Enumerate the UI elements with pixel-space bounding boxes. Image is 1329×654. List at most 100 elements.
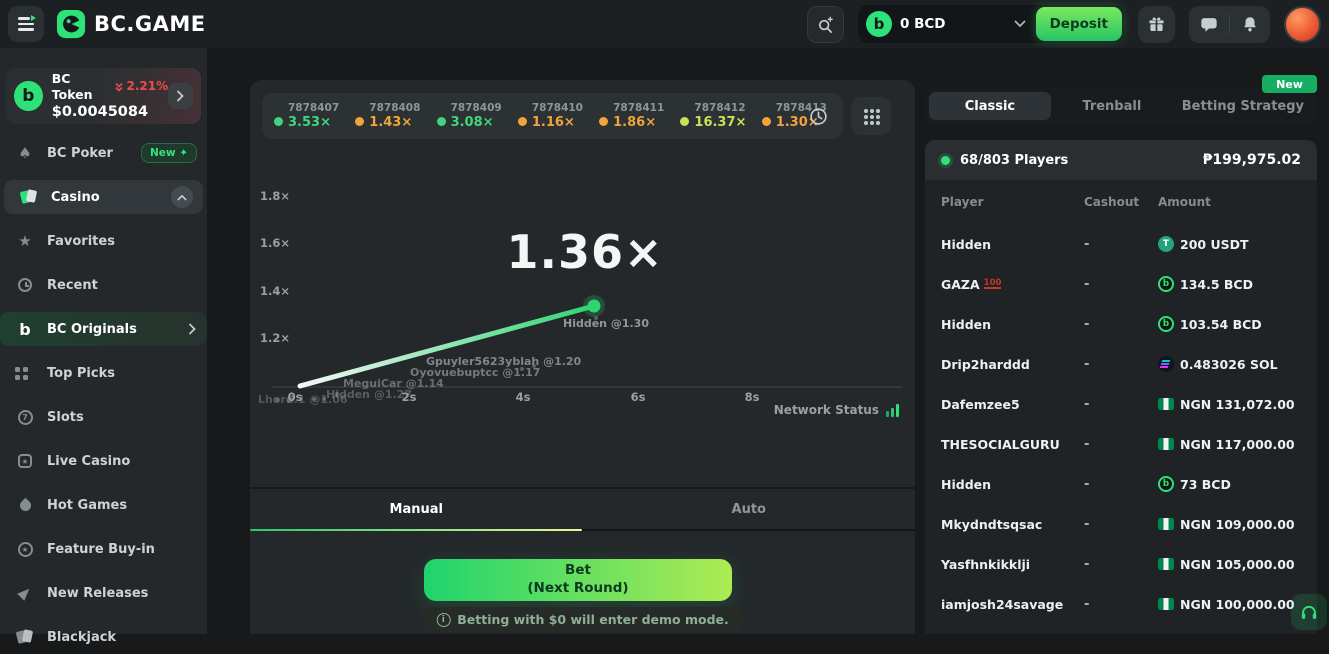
crash-color-dot <box>761 117 771 127</box>
sidebar-item-slots[interactable]: 7 Slots <box>0 400 207 434</box>
search-button[interactable] <box>807 5 844 43</box>
currency-icon <box>1158 356 1174 372</box>
sidebar-item-new-releases[interactable]: New Releases <box>0 576 207 610</box>
bet-amount: NGN 117,000.00 <box>1158 437 1301 452</box>
history-button[interactable] <box>800 97 836 135</box>
sidebar-item-hot-games[interactable]: Hot Games <box>0 488 207 522</box>
cashout-value: - <box>1084 556 1090 572</box>
round-id: 7878409 <box>450 101 502 114</box>
col-player: Player <box>941 195 984 209</box>
y-axis-tick: 1.4× <box>259 284 290 298</box>
player-name: Yasfhnkikklji <box>941 556 1031 572</box>
round-history-chip[interactable]: 7878412 16.37× <box>680 102 755 130</box>
tab-manual[interactable]: Manual <box>389 501 443 517</box>
round-id: 7878410 <box>531 101 583 114</box>
bet-mode-tabs: Manual Auto <box>250 489 915 529</box>
crash-color-dot <box>355 117 365 127</box>
round-history-chip[interactable]: 7878411 1.86× <box>599 102 674 130</box>
player-name: Dafemzee5 <box>941 396 1020 412</box>
cashout-marker-dot <box>275 398 279 402</box>
crash-multiplier: 1.16× <box>531 114 575 130</box>
player-row: Yasfhnkikklji - NGN 105,000.00 <box>925 544 1317 584</box>
cashout-label: Hidden @1.27 <box>326 388 412 401</box>
round-history-chip[interactable]: 7878408 1.43× <box>355 102 430 130</box>
notifications-button[interactable] <box>1230 15 1270 33</box>
chevron-right-icon <box>189 323 196 335</box>
y-axis-tick: 1.6× <box>259 236 290 250</box>
currency-icon <box>1158 518 1174 530</box>
live-casino-icon: ★ <box>14 454 36 468</box>
collapse-button[interactable] <box>171 186 193 208</box>
bc-poker-icon: ♠ <box>18 144 32 162</box>
bet-amount: NGN 105,000.00 <box>1158 557 1301 572</box>
currency-icon <box>1158 276 1174 292</box>
players-table-header: Player Cashout Amount <box>925 180 1317 224</box>
round-history-bar: 7878407 3.53× 7878408 1.43× 7878409 3.08… <box>262 93 843 139</box>
currency-icon <box>1158 316 1174 332</box>
sidebar-item-bc-poker[interactable]: ♠ BC Poker New ✦ <box>0 136 207 170</box>
currency-icon <box>1158 236 1174 252</box>
active-tab-underline <box>250 528 582 531</box>
round-history-chip[interactable]: 7878409 3.08× <box>436 101 512 130</box>
token-open-button[interactable] <box>168 83 194 109</box>
bet-amount: NGN 131,072.00 <box>1158 397 1301 412</box>
hamburger-menu-button[interactable] <box>8 6 44 42</box>
currency-icon <box>1158 476 1174 492</box>
cashout-value: - <box>1084 316 1090 332</box>
tab-trenball[interactable]: Trenball <box>1082 98 1142 114</box>
bc-originals-icon: b <box>19 319 31 339</box>
round-history-chip[interactable]: 7878407 3.53× <box>274 102 349 130</box>
deposit-button[interactable]: Deposit <box>1035 7 1122 41</box>
cashout-value: - <box>1084 436 1090 452</box>
support-button[interactable] <box>1291 594 1327 630</box>
wallet-dropdown[interactable]: b 0 BCD Deposit <box>858 5 1124 43</box>
tab-classic[interactable]: Classic <box>929 92 1051 120</box>
sidebar-item-live-casino[interactable]: ★ Live Casino <box>0 444 207 478</box>
x-axis-tick: 8s <box>744 390 760 404</box>
player-name: Drip2harddd <box>941 356 1030 372</box>
rocket-icon <box>14 585 36 601</box>
trends-button[interactable] <box>851 97 891 135</box>
sidebar-item-casino[interactable]: Casino <box>4 180 203 214</box>
crash-color-dot <box>517 117 527 127</box>
bcgame-logo-icon <box>56 9 86 39</box>
player-name: THESOCIALGURU <box>941 436 1060 452</box>
col-amount: Amount <box>1158 195 1211 209</box>
bc-token-card[interactable]: b BC Token 2.21% $0.0045084 <box>6 68 201 124</box>
demo-mode-note: i Betting with $0 will enter demo mode. <box>422 607 743 632</box>
user-avatar[interactable] <box>1284 5 1321 43</box>
sidebar-item-favorites[interactable]: ★ Favorites <box>0 224 207 258</box>
tab-auto[interactable]: Auto <box>731 501 766 517</box>
blackjack-cards-icon <box>14 629 36 645</box>
crash-multiplier: 1.43× <box>369 114 413 130</box>
x-axis-tick: 6s <box>630 390 646 404</box>
crash-multiplier: 1.86× <box>613 114 657 130</box>
bet-type-tabs: Classic Trenball Betting Strategy <box>925 88 1317 124</box>
player-row: Mkydndtsqsac - NGN 109,000.00 <box>925 504 1317 544</box>
multiplier-chart: 1.8× 1.6× 1.4× 1.2× 0s 2s 4s 6s 8s Hidden @1.30… <box>250 150 915 455</box>
round-history-chip[interactable]: 7878410 1.16× <box>517 101 593 130</box>
players-table-body: Hidden - 200 USDT GAZA 100 - 134.5 BCD <box>925 224 1317 624</box>
bet-button[interactable]: Bet (Next Round) <box>424 559 732 601</box>
chevron-right-icon <box>177 90 184 102</box>
sidebar-item-top-picks[interactable]: Top Picks <box>0 356 207 390</box>
round-stats-row: 68/803 Players ₱199,975.02 <box>925 140 1317 180</box>
bcgame-logo[interactable]: BC.GAME <box>56 9 206 39</box>
casino-cards-icon <box>18 189 40 205</box>
hamburger-icon <box>17 15 36 31</box>
chat-icon <box>1201 18 1217 32</box>
rewards-button[interactable] <box>1138 5 1175 43</box>
token-change: 2.21% <box>114 79 168 94</box>
search-icon <box>818 16 833 33</box>
round-id: 7878408 <box>369 101 421 114</box>
sidebar-item-feature-buyin[interactable]: ★ Feature Buy-in <box>0 532 207 566</box>
sidebar-item-blackjack[interactable]: Blackjack <box>0 620 207 654</box>
clock-icon <box>14 278 36 292</box>
gift-icon <box>1149 17 1164 31</box>
round-history-chip[interactable]: 7878413 1.30× <box>761 102 837 130</box>
tab-betting-strategy[interactable]: Betting Strategy <box>1181 98 1305 114</box>
sidebar-item-recent[interactable]: Recent <box>0 268 207 302</box>
sidebar-item-bc-originals[interactable]: b BC Originals <box>0 312 207 346</box>
chat-button[interactable] <box>1189 15 1229 33</box>
chevron-up-icon <box>177 194 187 200</box>
